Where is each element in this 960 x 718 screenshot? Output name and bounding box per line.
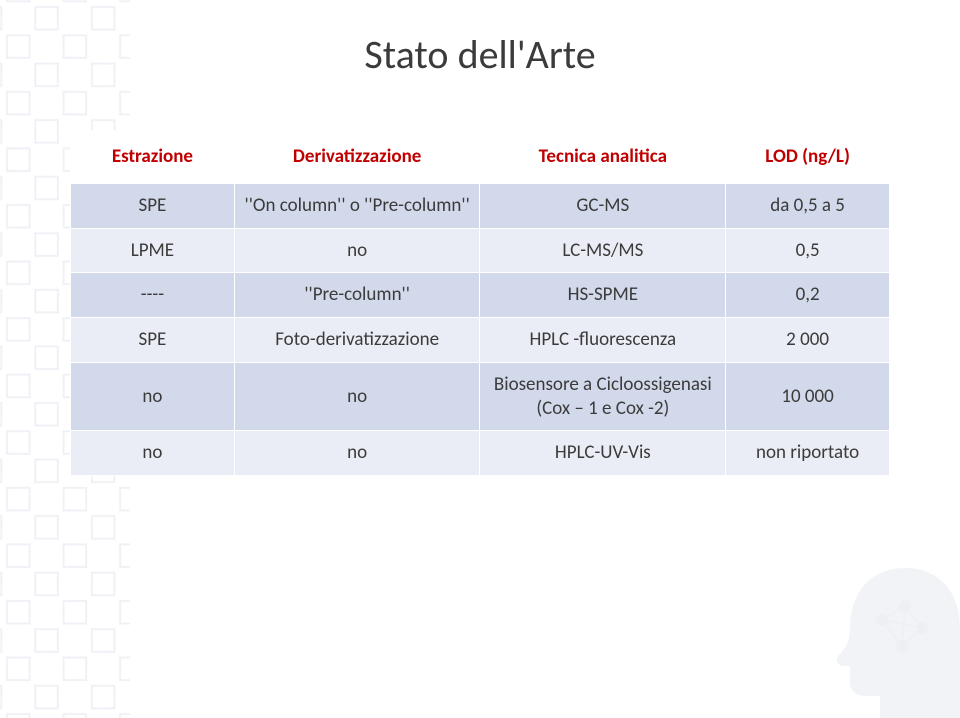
cell: no — [234, 431, 480, 476]
col-header: LOD (ng/L) — [726, 131, 890, 184]
table-row: no no Biosensore a Cicloossigenasi (Cox … — [71, 362, 890, 431]
cell: GC-MS — [480, 183, 726, 228]
table-row: SPE Foto-derivatizzazione HPLC -fluoresc… — [71, 318, 890, 363]
cell: non riportato — [726, 431, 890, 476]
cell: 10 000 — [726, 362, 890, 431]
cell: HPLC -fluorescenza — [480, 318, 726, 363]
cell: no — [234, 228, 480, 273]
cell: ''On column'' o ''Pre-column'' — [234, 183, 480, 228]
table-row: no no HPLC-UV-Vis non riportato — [71, 431, 890, 476]
cell: 0,5 — [726, 228, 890, 273]
cell: SPE — [71, 318, 235, 363]
col-header: Derivatizzazione — [234, 131, 480, 184]
cell: 0,2 — [726, 273, 890, 318]
cell: LC-MS/MS — [480, 228, 726, 273]
cell: Biosensore a Cicloossigenasi (Cox – 1 e … — [480, 362, 726, 431]
cell: ---- — [71, 273, 235, 318]
cell: no — [234, 362, 480, 431]
cell: no — [71, 431, 235, 476]
cell: 2 000 — [726, 318, 890, 363]
decor-head — [810, 548, 960, 718]
cell: da 0,5 a 5 — [726, 183, 890, 228]
state-of-art-table: Estrazione Derivatizzazione Tecnica anal… — [70, 130, 890, 476]
cell: no — [71, 362, 235, 431]
col-header: Estrazione — [71, 131, 235, 184]
cell: LPME — [71, 228, 235, 273]
cell: ''Pre-column'' — [234, 273, 480, 318]
cell: Foto-derivatizzazione — [234, 318, 480, 363]
table-row: LPME no LC-MS/MS 0,5 — [71, 228, 890, 273]
cell: SPE — [71, 183, 235, 228]
table-row: SPE ''On column'' o ''Pre-column'' GC-MS… — [71, 183, 890, 228]
table-header-row: Estrazione Derivatizzazione Tecnica anal… — [71, 131, 890, 184]
slide-title: Stato dell'Arte — [0, 30, 960, 79]
cell: HPLC-UV-Vis — [480, 431, 726, 476]
cell: HS-SPME — [480, 273, 726, 318]
col-header: Tecnica analitica — [480, 131, 726, 184]
table-row: ---- ''Pre-column'' HS-SPME 0,2 — [71, 273, 890, 318]
